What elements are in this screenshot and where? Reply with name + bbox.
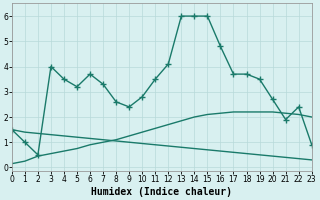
X-axis label: Humidex (Indice chaleur): Humidex (Indice chaleur) bbox=[91, 186, 232, 197]
